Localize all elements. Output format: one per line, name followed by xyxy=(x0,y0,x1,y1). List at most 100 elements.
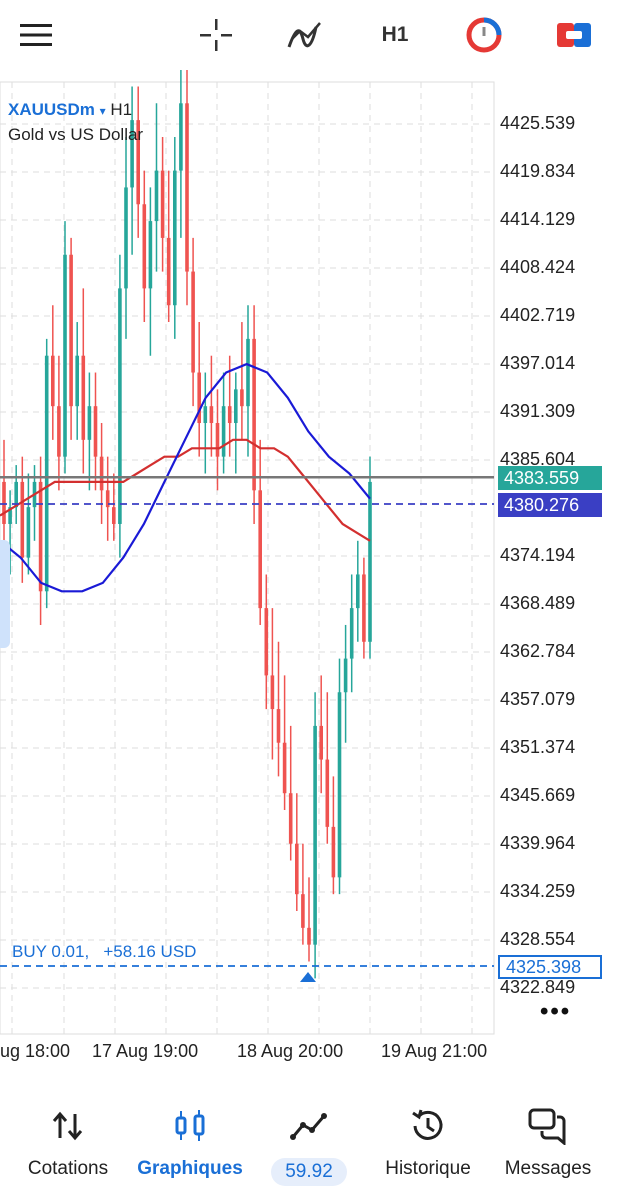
more-dots-icon[interactable]: ••• xyxy=(540,998,572,1025)
trade-timer-icon[interactable] xyxy=(462,14,506,56)
symbol-description: Gold vs US Dollar xyxy=(8,125,144,144)
trade-icon xyxy=(290,1098,328,1154)
symbol-name: XAUUSDm xyxy=(8,100,95,119)
nav-history[interactable]: Historique xyxy=(372,1092,484,1200)
candle-body xyxy=(179,103,183,171)
moving-average-red xyxy=(0,438,371,542)
one-click-trading-icon[interactable] xyxy=(552,14,596,56)
candle-body xyxy=(75,355,79,407)
candle-body xyxy=(26,507,31,558)
candle-body xyxy=(307,927,311,945)
time-label: 17 Aug 19:00 xyxy=(92,1041,199,1061)
indicators-icon[interactable] xyxy=(284,14,328,56)
candle-body xyxy=(154,170,159,222)
candle-body xyxy=(2,481,6,524)
nav-messages[interactable]: Messages xyxy=(494,1092,602,1200)
candle-body xyxy=(215,423,220,457)
timeframe-label: H1 xyxy=(381,23,409,46)
buy-arrow-icon xyxy=(300,972,316,982)
candle-body xyxy=(319,725,323,760)
candle-body xyxy=(160,170,165,238)
candle-body xyxy=(313,725,317,945)
time-label: 18 Aug 20:00 xyxy=(237,1041,344,1061)
nav-label: Cotations xyxy=(27,1158,109,1179)
candle-body xyxy=(105,490,110,508)
candle-body xyxy=(197,372,201,424)
candle-body xyxy=(325,759,330,827)
candle-body xyxy=(301,894,305,928)
price-label: 4339.964 xyxy=(500,833,576,853)
buy-position-label[interactable]: BUY 0.01, +58.16 USD xyxy=(12,942,197,961)
symbol-timeframe: H1 xyxy=(110,100,133,119)
price-label: 4397.014 xyxy=(500,353,576,373)
price-label: 4408.424 xyxy=(500,257,576,277)
profit-value-pill: 59.92 xyxy=(271,1158,347,1186)
candle-body xyxy=(124,187,128,289)
price-label: 4391.309 xyxy=(500,401,576,421)
candle-body xyxy=(51,355,55,407)
line-price-badge: 4380.276 xyxy=(498,493,602,517)
candle-body xyxy=(288,793,293,844)
candle-body xyxy=(142,204,147,289)
crosshair-icon[interactable] xyxy=(196,14,236,56)
price-label: 4402.719 xyxy=(500,305,576,325)
candle-body xyxy=(270,675,275,710)
quotes-arrows-icon xyxy=(51,1098,85,1154)
candle-body xyxy=(246,338,250,407)
candle-body xyxy=(221,406,226,457)
candle-body xyxy=(173,170,177,306)
candle-body xyxy=(136,120,140,205)
candle-body xyxy=(166,237,171,306)
candle-body xyxy=(57,406,61,457)
nav-trade[interactable]: 59.92 xyxy=(260,1092,358,1200)
candle-body xyxy=(368,481,372,642)
hamburger-icon[interactable] xyxy=(16,14,56,56)
price-label: 4357.079 xyxy=(500,689,576,709)
symbol-dropdown-icon: ▾ xyxy=(99,104,106,118)
bottom-navigation: Cotations Graphiques 59.92 Historique Me… xyxy=(0,1092,618,1200)
candle-body xyxy=(63,254,67,457)
current-price-badge: 4383.559 xyxy=(498,466,602,490)
candle-body xyxy=(8,507,12,524)
candle-body xyxy=(295,843,299,895)
candle-body xyxy=(14,481,18,508)
candle-body xyxy=(349,608,354,659)
candle-body xyxy=(118,288,122,524)
price-chart[interactable] xyxy=(0,70,618,1088)
price-label: 4374.194 xyxy=(500,545,576,565)
candle-body xyxy=(20,481,25,558)
candle-body xyxy=(130,120,134,188)
candle-body xyxy=(191,271,195,373)
candle-body xyxy=(87,406,92,440)
nav-quotes[interactable]: Cotations xyxy=(18,1092,118,1200)
price-label: 4425.539 xyxy=(500,113,576,133)
symbol-label[interactable]: XAUUSDm ▾ H1 xyxy=(8,100,132,120)
candle-body xyxy=(203,406,208,424)
time-label: ug 18:00 xyxy=(0,1041,71,1061)
nav-charts[interactable]: Graphiques xyxy=(128,1092,252,1200)
candle-body xyxy=(81,355,86,440)
candle-body xyxy=(112,507,116,524)
side-panel-handle[interactable] xyxy=(0,540,10,648)
candle-body xyxy=(276,709,281,743)
candle-body xyxy=(258,490,262,609)
candle-body xyxy=(44,355,49,592)
candle-body xyxy=(343,658,348,693)
candle-body xyxy=(234,389,238,424)
price-label: 4328.554 xyxy=(500,929,576,949)
price-label: 4362.784 xyxy=(500,641,576,661)
candle-body xyxy=(331,826,336,878)
price-label: 4345.669 xyxy=(500,785,576,805)
timeframe-button[interactable]: H1 xyxy=(370,14,420,56)
candle-body xyxy=(209,406,214,424)
candle-body xyxy=(185,103,189,272)
price-label: 4334.259 xyxy=(500,881,576,901)
candle-body xyxy=(38,481,43,592)
top-toolbar: H1 xyxy=(0,0,618,70)
candle-body xyxy=(356,574,360,609)
nav-label: Messages xyxy=(504,1158,592,1179)
history-icon xyxy=(409,1098,447,1154)
candle-body xyxy=(148,221,153,289)
buy-price-badge: 4325.398 xyxy=(498,955,602,979)
time-label: 19 Aug 21:00 xyxy=(381,1041,488,1061)
